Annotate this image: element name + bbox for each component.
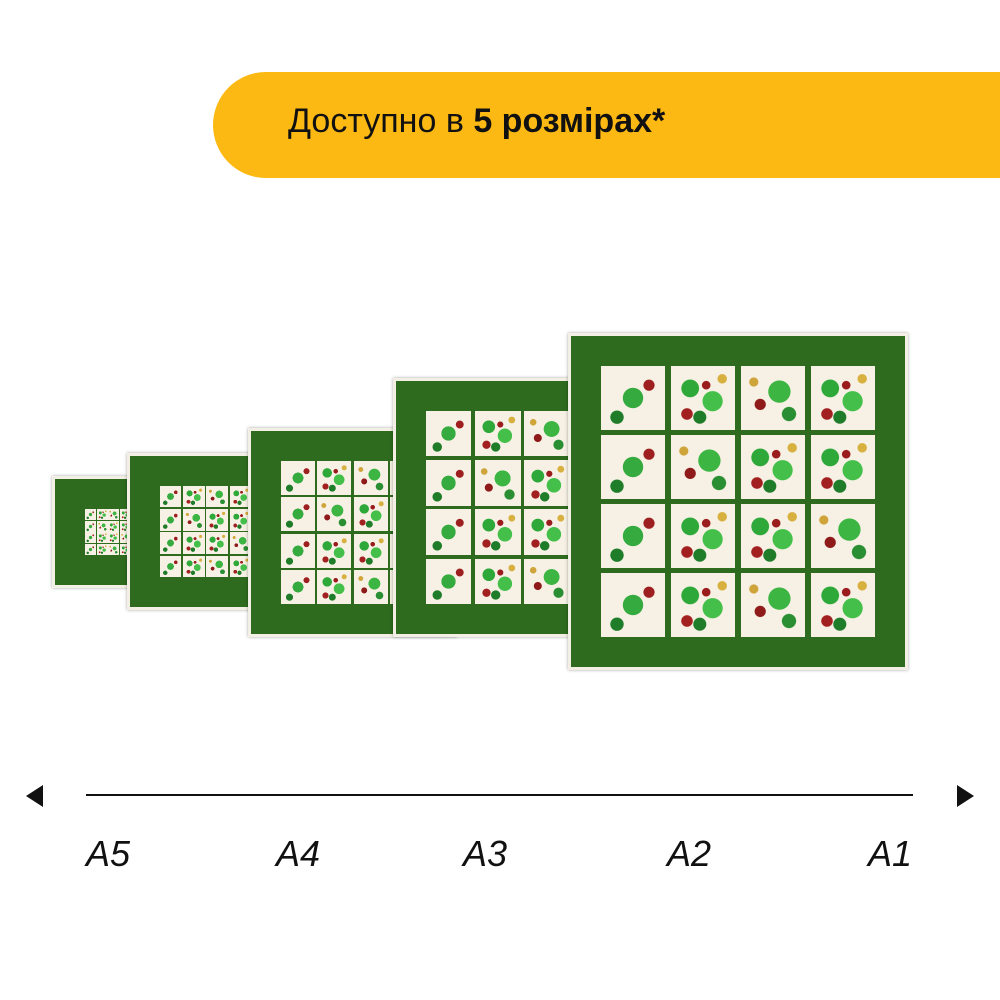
- puzzle-tile: [475, 460, 521, 506]
- puzzle-tile: [426, 411, 472, 457]
- puzzle-tile: [601, 435, 666, 499]
- puzzle-tile: [229, 555, 251, 577]
- banner-text: Доступно в 5 розмірах*: [288, 102, 665, 141]
- size-label-a1: A1: [868, 833, 913, 874]
- puzzle-tile: [740, 504, 806, 568]
- puzzle-tile: [96, 544, 108, 555]
- puzzle-tile: [670, 435, 736, 499]
- puzzle-tile: [183, 486, 205, 508]
- puzzle-tile: [183, 532, 205, 554]
- puzzle-tile: [120, 544, 131, 555]
- puzzle-tile: [740, 573, 806, 637]
- puzzle-tile: [670, 366, 736, 430]
- banner-bold: 5 розмірах*: [473, 102, 666, 140]
- puzzle-tile: [601, 504, 666, 568]
- puzzle-tile: [206, 555, 228, 577]
- puzzle-tile: [426, 558, 472, 604]
- puzzle-tile: [670, 573, 736, 637]
- puzzle-tile: [317, 570, 352, 604]
- puzzle-tile: [160, 509, 182, 531]
- puzzle-tile: [810, 573, 875, 637]
- puzzle-tile: [85, 520, 96, 532]
- puzzle-tile: [810, 435, 875, 499]
- puzzle-tile: [229, 486, 251, 508]
- puzzle-tile: [108, 532, 120, 544]
- puzzle-tile: [475, 558, 521, 604]
- puzzle-tile: [183, 509, 205, 531]
- triangle-right-icon: [957, 785, 974, 807]
- puzzle-tile: [740, 366, 806, 430]
- puzzle-tile: [426, 460, 472, 506]
- puzzle-tile: [85, 509, 96, 520]
- puzzle-tile: [353, 570, 388, 604]
- puzzle-tile: [524, 460, 570, 506]
- puzzle-tile: [120, 532, 131, 544]
- puzzle-tile: [353, 461, 388, 495]
- size-label-a2: A2: [667, 833, 712, 874]
- puzzle-tile: [206, 532, 228, 554]
- puzzle-tile: [601, 573, 666, 637]
- puzzle-tile: [229, 509, 251, 531]
- puzzle-tile: [317, 461, 352, 495]
- puzzle-tile: [524, 558, 570, 604]
- puzzle-tile: [810, 366, 875, 430]
- size-label-a4: A4: [276, 833, 321, 874]
- puzzle-tile: [317, 497, 352, 532]
- puzzle-tile: [810, 504, 875, 568]
- puzzle-tile: [281, 497, 315, 532]
- triangle-left-icon: [26, 785, 43, 807]
- availability-banner: Доступно в 5 розмірах*: [213, 72, 1000, 178]
- puzzle-tile: [281, 533, 315, 568]
- puzzle-tile: [475, 411, 521, 457]
- puzzle-tile: [475, 509, 521, 555]
- puzzle-image-a1: [568, 333, 908, 670]
- size-axis-line: [86, 794, 913, 796]
- puzzle-tile: [85, 544, 96, 555]
- banner-prefix: Доступно в: [288, 102, 474, 140]
- puzzle-tile: [426, 509, 472, 555]
- size-label-a5: A5: [86, 833, 131, 874]
- puzzle-tile: [206, 509, 228, 531]
- puzzle-tile: [160, 555, 182, 577]
- puzzle-tile: [317, 533, 352, 568]
- puzzle-tile: [183, 555, 205, 577]
- puzzle-tile: [670, 504, 736, 568]
- puzzle-tile: [108, 509, 120, 520]
- puzzle-tile: [96, 532, 108, 544]
- puzzle-tile: [229, 532, 251, 554]
- puzzle-tile: [120, 509, 131, 520]
- puzzle-tile: [524, 411, 570, 457]
- puzzle-tile: [740, 435, 806, 499]
- size-label-a3: A3: [463, 833, 508, 874]
- puzzle-tile: [281, 461, 315, 495]
- puzzle-tile: [120, 520, 131, 532]
- puzzle-tile: [524, 509, 570, 555]
- puzzle-tile: [160, 532, 182, 554]
- puzzle-tile: [281, 570, 315, 604]
- puzzle-tile: [96, 509, 108, 520]
- puzzle-tile: [353, 497, 388, 532]
- puzzle-tile: [96, 520, 108, 532]
- puzzle-tile: [601, 366, 666, 430]
- puzzle-tile: [85, 532, 96, 544]
- puzzle-tile: [353, 533, 388, 568]
- puzzle-tile: [160, 486, 182, 508]
- puzzle-tile: [108, 544, 120, 555]
- puzzle-tile: [108, 520, 120, 532]
- puzzle-tile: [206, 486, 228, 508]
